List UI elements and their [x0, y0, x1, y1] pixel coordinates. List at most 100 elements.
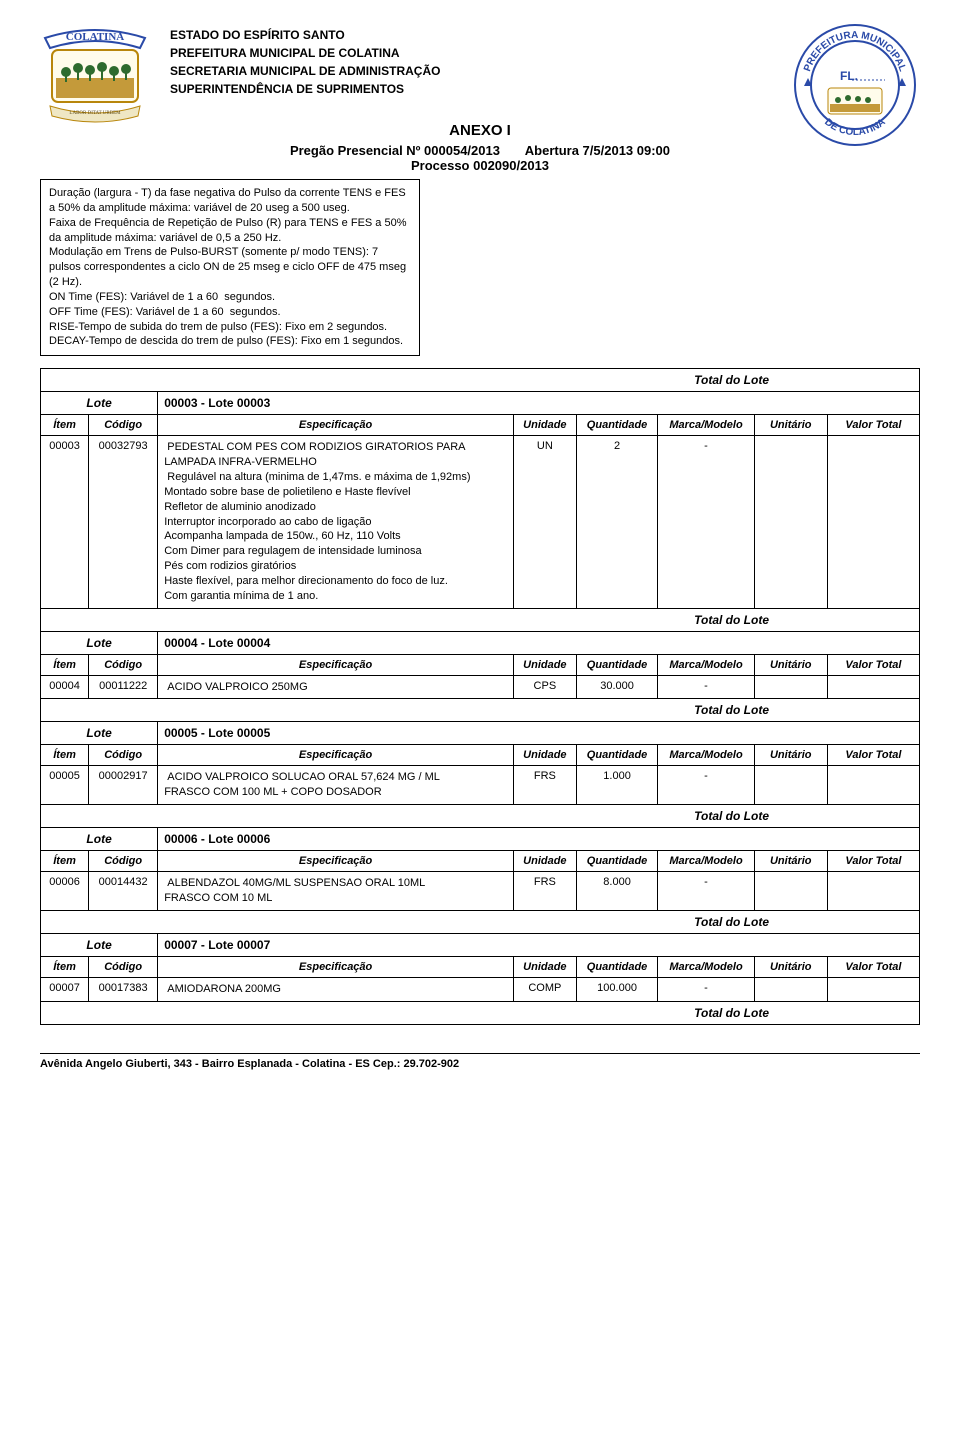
cell-codigo: 00017383 — [89, 977, 158, 1001]
header-line-3: SECRETARIA MUNICIPAL DE ADMINISTRAÇÃO — [170, 62, 770, 80]
lote-value: 00003 - Lote 00003 — [158, 392, 920, 415]
col-espec: Especificação — [158, 745, 514, 766]
col-codigo: Código — [89, 745, 158, 766]
col-codigo: Código — [89, 654, 158, 675]
col-item: Ítem — [41, 745, 89, 766]
cell-marca: - — [658, 766, 754, 805]
lote-value: 00006 - Lote 00006 — [158, 828, 920, 851]
lote-header-row: Lote 00006 - Lote 00006 — [41, 828, 920, 851]
cell-marca: - — [658, 436, 754, 608]
cell-unidade: COMP — [513, 977, 576, 1001]
col-codigo: Código — [89, 415, 158, 436]
total-row: Total do Lote — [41, 805, 920, 828]
cell-valor — [827, 872, 919, 911]
cell-quantidade: 2 — [576, 436, 658, 608]
total-row: Total do Lote — [41, 1001, 920, 1024]
svg-text:LABOR DITAT URBEM: LABOR DITAT URBEM — [69, 111, 121, 116]
col-unidade: Unidade — [513, 415, 576, 436]
cell-espec: PEDESTAL COM PES COM RODIZIOS GIRATORIOS… — [158, 436, 514, 608]
col-quantidade: Quantidade — [576, 851, 658, 872]
anexo-title: ANEXO I — [40, 122, 920, 139]
cell-marca: - — [658, 872, 754, 911]
table-row: 00005 00002917 ACIDO VALPROICO SOLUCAO O… — [41, 766, 920, 805]
lote-header-row: Lote 00005 - Lote 00005 — [41, 722, 920, 745]
svg-text:PREFEITURA MUNICIPAL: PREFEITURA MUNICIPAL — [802, 30, 908, 73]
col-unidade: Unidade — [513, 956, 576, 977]
col-marca: Marca/Modelo — [658, 654, 754, 675]
col-unitario: Unitário — [754, 654, 827, 675]
cell-codigo: 00032793 — [89, 436, 158, 608]
cell-marca: - — [658, 675, 754, 699]
header-line-4: SUPERINTENDÊNCIA DE SUPRIMENTOS — [170, 80, 770, 98]
col-valor: Valor Total — [827, 956, 919, 977]
cell-unitario — [754, 977, 827, 1001]
col-unidade: Unidade — [513, 654, 576, 675]
lotes-table: Total do Lote Lote 00003 - Lote 00003 Ít… — [40, 368, 920, 1024]
header-line-1: ESTADO DO ESPÍRITO SANTO — [170, 26, 770, 44]
cell-item: 00004 — [41, 675, 89, 699]
cell-unidade: UN — [513, 436, 576, 608]
cell-marca: - — [658, 977, 754, 1001]
total-lote-label: Total do Lote — [41, 699, 920, 722]
lote-value: 00004 - Lote 00004 — [158, 631, 920, 654]
col-marca: Marca/Modelo — [658, 956, 754, 977]
column-header-row: Ítem Código Especificação Unidade Quanti… — [41, 654, 920, 675]
col-espec: Especificação — [158, 956, 514, 977]
cell-valor — [827, 766, 919, 805]
lote-label: Lote — [41, 631, 158, 654]
col-codigo: Código — [89, 851, 158, 872]
cell-unidade: FRS — [513, 766, 576, 805]
lote-header-row: Lote 00003 - Lote 00003 — [41, 392, 920, 415]
total-row: Total do Lote — [41, 910, 920, 933]
col-espec: Especificação — [158, 654, 514, 675]
svg-text:DE COLATINA: DE COLATINA — [822, 117, 887, 138]
col-quantidade: Quantidade — [576, 654, 658, 675]
cell-quantidade: 8.000 — [576, 872, 658, 911]
col-marca: Marca/Modelo — [658, 851, 754, 872]
column-header-row: Ítem Código Especificação Unidade Quanti… — [41, 415, 920, 436]
processo-number: Processo 002090/2013 — [40, 158, 920, 173]
cell-quantidade: 30.000 — [576, 675, 658, 699]
col-unitario: Unitário — [754, 851, 827, 872]
column-header-row: Ítem Código Especificação Unidade Quanti… — [41, 745, 920, 766]
svg-text:COLATINA: COLATINA — [66, 31, 125, 43]
cell-unitario — [754, 766, 827, 805]
municipal-seal-left: COLATINA LABOR DITAT URBEM — [40, 20, 150, 130]
municipal-stamp-right: PREFEITURA MUNICIPAL DE COLATINA FL. — [790, 20, 920, 150]
lote-header-row: Lote 00007 - Lote 00007 — [41, 933, 920, 956]
col-item: Ítem — [41, 851, 89, 872]
col-marca: Marca/Modelo — [658, 415, 754, 436]
svg-text:FL.: FL. — [840, 69, 858, 83]
col-unitario: Unitário — [754, 415, 827, 436]
header-line-2: PREFEITURA MUNICIPAL DE COLATINA — [170, 44, 770, 62]
cell-item: 00006 — [41, 872, 89, 911]
total-row: Total do Lote — [41, 608, 920, 631]
total-lote-label: Total do Lote — [41, 805, 920, 828]
cell-unitario — [754, 436, 827, 608]
table-row: 00006 00014432 ALBENDAZOL 40MG/ML SUSPEN… — [41, 872, 920, 911]
col-codigo: Código — [89, 956, 158, 977]
lote-value: 00005 - Lote 00005 — [158, 722, 920, 745]
pregao-line: Pregão Presencial Nº 000054/2013 Abertur… — [40, 143, 920, 158]
cell-espec: ALBENDAZOL 40MG/ML SUSPENSAO ORAL 10ML F… — [158, 872, 514, 911]
cell-espec: AMIODARONA 200MG — [158, 977, 514, 1001]
total-lote-label: Total do Lote — [41, 1001, 920, 1024]
lote-label: Lote — [41, 933, 158, 956]
cell-unidade: FRS — [513, 872, 576, 911]
lote-label: Lote — [41, 828, 158, 851]
col-item: Ítem — [41, 415, 89, 436]
col-espec: Especificação — [158, 851, 514, 872]
col-espec: Especificação — [158, 415, 514, 436]
lote-label: Lote — [41, 722, 158, 745]
col-unitario: Unitário — [754, 745, 827, 766]
col-valor: Valor Total — [827, 654, 919, 675]
footer-address: Avênida Angelo Giuberti, 343 - Bairro Es… — [40, 1053, 920, 1070]
col-quantidade: Quantidade — [576, 745, 658, 766]
col-quantidade: Quantidade — [576, 956, 658, 977]
header-text-block: ESTADO DO ESPÍRITO SANTO PREFEITURA MUNI… — [170, 20, 770, 98]
table-row: 00003 00032793 PEDESTAL COM PES COM RODI… — [41, 436, 920, 608]
total-lote-label: Total do Lote — [41, 910, 920, 933]
cell-item: 00005 — [41, 766, 89, 805]
table-row: 00004 00011222 ACIDO VALPROICO 250MG CPS… — [41, 675, 920, 699]
total-lote-label: Total do Lote — [41, 608, 920, 631]
